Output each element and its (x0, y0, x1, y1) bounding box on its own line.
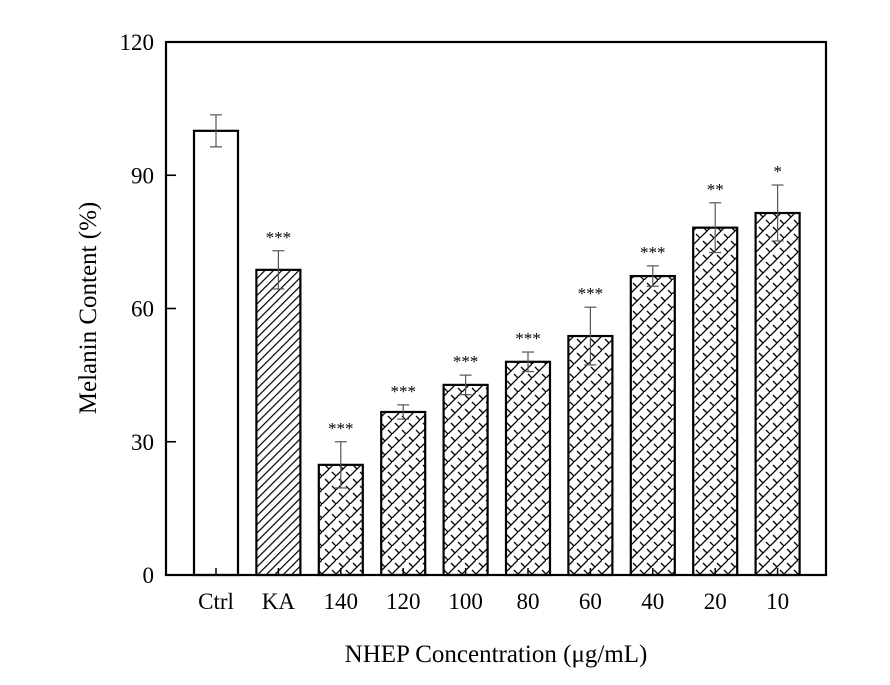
x-axis-ticks: Ctrl KA 140 120 100 80 60 40 20 10 (198, 568, 789, 614)
x-tick-label: 10 (766, 589, 789, 614)
bar-KA (255, 268, 302, 577)
significance-layer: ************************ (266, 162, 782, 438)
y-tick-label: 60 (131, 297, 154, 322)
error-bar-Ctrl (210, 114, 222, 148)
significance-label-10: * (773, 162, 782, 181)
error-bar-20 (709, 202, 722, 254)
error-bar-10 (771, 184, 784, 242)
x-tick-label: Ctrl (198, 589, 234, 614)
bar-80 (504, 360, 552, 577)
bar-60 (567, 334, 614, 577)
bars-layer (192, 129, 801, 577)
bar-100 (442, 383, 489, 577)
x-tick-label: 40 (641, 589, 664, 614)
significance-label-20: ** (707, 180, 724, 199)
x-tick-label: 120 (386, 589, 421, 614)
y-tick-label: 30 (131, 430, 154, 455)
error-bar-140 (334, 441, 347, 489)
error-bar-60 (584, 306, 597, 366)
x-tick-label: 80 (517, 589, 540, 614)
significance-label-120: *** (390, 382, 416, 401)
error-bar-80 (522, 351, 534, 373)
significance-label-40: *** (640, 243, 666, 262)
x-tick-label: KA (262, 589, 296, 614)
x-axis-title: NHEP Concentration (μg/mL) (345, 641, 648, 668)
error-bar-120 (397, 404, 410, 420)
significance-label-KA: *** (266, 228, 292, 247)
bar-10 (754, 211, 801, 577)
x-tick-label: 20 (704, 589, 727, 614)
bar-120 (380, 410, 427, 577)
x-tick-label: 140 (324, 589, 359, 614)
error-bar-40 (646, 265, 659, 287)
y-tick-label: 120 (120, 30, 155, 55)
bar-40 (629, 274, 676, 577)
significance-label-140: *** (328, 419, 354, 438)
significance-label-60: *** (578, 284, 604, 303)
error-bar-100 (459, 374, 472, 396)
x-tick-label: 100 (448, 589, 483, 614)
bar-Ctrl (192, 129, 240, 577)
y-axis-title: Melanin Content (%) (75, 202, 102, 414)
y-tick-label: 90 (131, 163, 154, 188)
error-bars-layer (210, 114, 784, 489)
significance-label-80: *** (515, 329, 541, 348)
x-tick-label: 60 (579, 589, 602, 614)
y-axis-ticks: 0 30 60 90 120 (120, 30, 176, 588)
significance-label-100: *** (453, 352, 479, 371)
y-tick-label: 0 (143, 563, 155, 588)
bar-20 (692, 226, 739, 577)
error-bar-KA (272, 250, 285, 290)
